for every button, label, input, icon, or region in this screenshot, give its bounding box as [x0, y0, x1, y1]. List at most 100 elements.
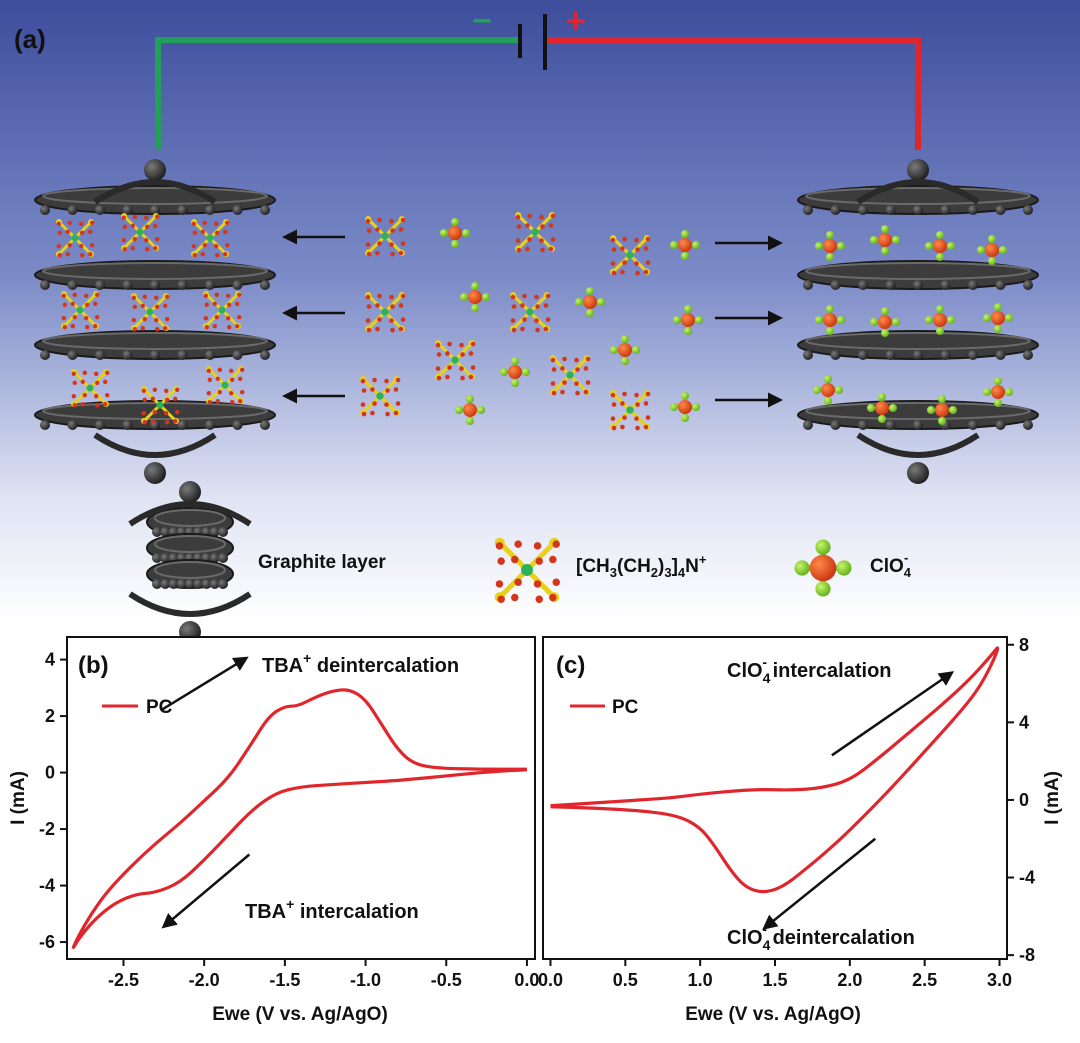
- tba-hydrogen: [155, 237, 160, 242]
- carbon-atom: [40, 205, 50, 215]
- clo4-oxygen: [938, 417, 946, 425]
- tba-hydrogen: [225, 243, 230, 248]
- tba-hydrogen: [620, 246, 625, 251]
- tba-cation: [141, 386, 180, 425]
- tba-hydrogen: [511, 327, 517, 333]
- clo4-oxygen: [947, 316, 955, 324]
- tba-hydrogen: [470, 365, 476, 370]
- clo4-oxygen: [925, 242, 933, 250]
- clo4-anion: [870, 225, 900, 255]
- tba-arm: [138, 214, 158, 234]
- clo4-oxygen: [936, 305, 944, 313]
- tba-hydrogen: [459, 366, 464, 371]
- tba-hydrogen: [533, 542, 542, 550]
- clo4-oxygen: [837, 316, 845, 324]
- carbon-atom: [160, 553, 171, 563]
- graphite-sheet-ring: [154, 509, 226, 527]
- x-tick-label: 0.5: [613, 970, 638, 990]
- tba-hydrogen: [370, 410, 375, 416]
- clo4-oxygen: [500, 368, 508, 376]
- tba-arm: [568, 357, 588, 377]
- tba-hydrogen: [377, 241, 382, 246]
- tba-hydrogen: [145, 247, 150, 252]
- tba-hydrogen: [165, 420, 170, 425]
- graphite-top-cap: [93, 179, 217, 205]
- tba-hydrogen: [389, 318, 394, 323]
- tba-hydrogen: [223, 229, 228, 234]
- tba-hydrogen: [173, 396, 178, 401]
- clo4-oxygen: [471, 282, 479, 290]
- clo4-anion: [670, 230, 700, 260]
- tba-hydrogen: [634, 392, 639, 398]
- tba-hydrogen: [468, 351, 474, 356]
- tba-hydrogen: [550, 213, 556, 219]
- clo4-oxygen: [837, 242, 845, 250]
- tba-hydrogen: [634, 261, 639, 266]
- tba-hydrogen: [153, 223, 158, 228]
- carbon-atom: [150, 350, 160, 360]
- tba-cation: [131, 293, 170, 332]
- tba-hydrogen: [204, 325, 209, 330]
- tba-hydrogen: [215, 253, 220, 258]
- tba-hydrogen: [635, 247, 640, 252]
- clo4-oxygen: [586, 309, 594, 317]
- tba-hydrogen: [214, 315, 219, 320]
- tba-hydrogen: [611, 270, 617, 276]
- tba-hydrogen: [400, 293, 406, 299]
- clo4-oxygen: [988, 257, 996, 265]
- clo4-chlorine: [875, 401, 889, 415]
- tba-hydrogen: [230, 377, 235, 382]
- tba-arm: [367, 234, 387, 254]
- tba-hydrogen: [229, 391, 234, 396]
- carbon-atom-bottom: [144, 462, 166, 484]
- graphite-sheet-ring: [42, 262, 268, 280]
- clo4-chlorine: [991, 385, 1005, 399]
- carbon-atom: [95, 420, 105, 430]
- clo4-oxygen: [684, 327, 692, 335]
- tba-nitrogen: [626, 251, 634, 259]
- tba-hydrogen: [165, 317, 170, 322]
- clo4-oxygen: [881, 225, 889, 233]
- clo4-oxygen: [870, 318, 878, 326]
- tba-hydrogen: [366, 228, 372, 233]
- tba-hydrogen: [154, 295, 159, 300]
- clo4-anion: [867, 393, 897, 423]
- tba-hydrogen: [238, 399, 243, 404]
- carbon-atom: [152, 527, 162, 537]
- tba-hydrogen: [191, 221, 196, 226]
- carbon-atom: [209, 553, 220, 563]
- tba-hydrogen: [142, 294, 147, 299]
- carbon-atom: [913, 350, 923, 360]
- clo4-chlorine: [878, 315, 892, 329]
- clo4-oxygen: [983, 314, 991, 322]
- tba-nitrogen: [146, 308, 154, 316]
- tba-hydrogen: [164, 388, 169, 393]
- clo4-chlorine: [991, 311, 1005, 325]
- tba-hydrogen: [535, 304, 540, 309]
- carbon-atom: [940, 280, 951, 290]
- tba-hydrogen: [445, 351, 450, 356]
- tba-hydrogen: [203, 293, 208, 298]
- carbon-atom: [152, 579, 162, 589]
- carbon-atom: [209, 527, 220, 537]
- tba-hydrogen: [142, 317, 147, 322]
- tba-hydrogen: [212, 301, 217, 306]
- clo4-chlorine: [823, 239, 837, 253]
- tba-hydrogen: [80, 402, 85, 407]
- tba-hydrogen: [497, 595, 505, 603]
- clo4-chlorine: [935, 403, 949, 417]
- clo4-oxygen: [597, 298, 605, 306]
- y-tick-label: 0: [1019, 790, 1029, 810]
- clo4-intercalated-ions: [813, 225, 1013, 425]
- tba-hydrogen: [398, 250, 404, 256]
- tba-arm: [88, 370, 108, 390]
- carbon-atom: [1023, 205, 1033, 215]
- carbon-atom: [232, 205, 243, 215]
- tba-hydrogen: [635, 270, 640, 276]
- graphite-sheet-ring: [154, 535, 226, 553]
- carbon-atom: [913, 205, 923, 215]
- graphite-sheet-ring: [805, 262, 1031, 280]
- tba-hydrogen: [122, 247, 127, 252]
- clo4-oxygen: [670, 403, 678, 411]
- tba-arm: [207, 383, 227, 403]
